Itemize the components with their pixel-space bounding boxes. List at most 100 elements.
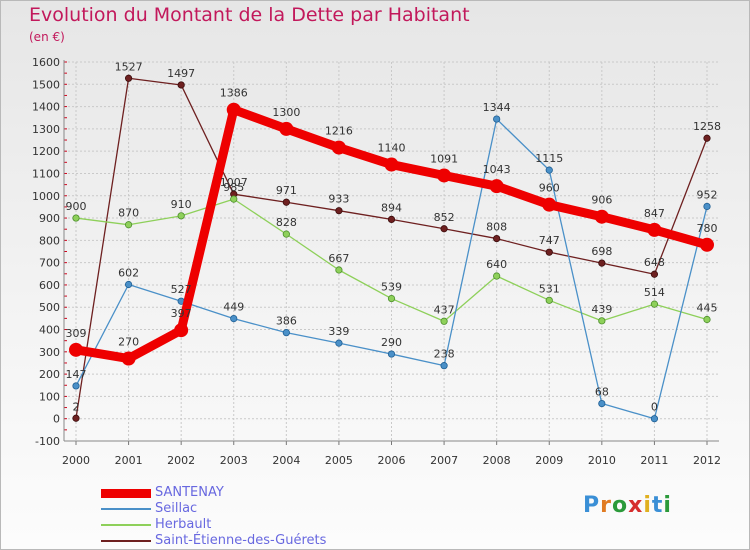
x-tick-label: 2006 — [378, 454, 406, 467]
data-point — [69, 342, 83, 357]
y-tick-label: 100 — [39, 390, 60, 403]
data-label: 386 — [276, 315, 297, 328]
legend-swatch — [101, 488, 151, 498]
data-label: 147 — [66, 368, 87, 381]
data-point — [493, 272, 501, 280]
data-label: 1091 — [430, 152, 458, 165]
data-point — [598, 259, 606, 267]
x-tick-label: 2004 — [272, 454, 300, 467]
data-point — [598, 317, 606, 325]
x-tick-label: 2005 — [325, 454, 353, 467]
data-label: 1497 — [167, 67, 195, 80]
data-point — [545, 296, 553, 304]
data-point — [279, 121, 294, 136]
data-point — [440, 362, 448, 370]
data-label: 698 — [591, 245, 612, 258]
data-label: 1258 — [693, 120, 721, 133]
data-point — [124, 221, 133, 229]
data-label: 290 — [381, 336, 402, 349]
legend-swatch — [101, 540, 151, 542]
data-point — [594, 209, 609, 224]
data-label: 1386 — [220, 87, 248, 100]
data-point — [384, 157, 399, 172]
data-point — [124, 74, 133, 82]
data-label: 0 — [651, 401, 658, 414]
legend: SANTENAY Seillac Herbault Saint-Étienne-des… — [101, 485, 401, 549]
data-point — [72, 214, 80, 222]
data-point — [440, 317, 448, 325]
x-tick-label: 2000 — [62, 454, 90, 467]
chart-subtitle: (en €) — [29, 30, 65, 44]
legend-swatch — [101, 508, 151, 510]
data-point — [335, 266, 343, 274]
data-label: 894 — [381, 201, 402, 214]
data-point — [282, 230, 290, 238]
y-tick-label: 1100 — [32, 167, 60, 180]
data-point — [493, 234, 501, 243]
data-label: 1140 — [378, 142, 406, 155]
data-label: 68 — [595, 386, 609, 399]
data-label: 1007 — [220, 176, 248, 189]
x-tick-label: 2001 — [115, 454, 143, 467]
data-label: 1216 — [325, 125, 353, 138]
data-point — [72, 382, 80, 390]
data-point — [121, 351, 136, 366]
data-point — [387, 294, 396, 303]
data-label: 527 — [171, 283, 192, 296]
data-point — [598, 399, 606, 408]
data-point — [335, 339, 343, 347]
data-label: 933 — [328, 193, 349, 206]
data-point — [493, 115, 501, 123]
legend-item: Saint-Étienne-des-Guérets — [101, 533, 401, 549]
data-point — [226, 102, 241, 117]
data-point — [177, 81, 185, 89]
x-tick-label: 2002 — [167, 454, 195, 467]
y-tick-label: 1600 — [32, 56, 60, 69]
y-tick-label: 1300 — [32, 123, 60, 136]
data-point — [177, 212, 185, 220]
legend-swatch — [101, 524, 151, 526]
data-label: 971 — [276, 184, 297, 197]
data-point — [542, 197, 557, 212]
data-label: 1300 — [272, 106, 300, 119]
legend-label: Herbault — [155, 517, 212, 532]
y-tick-label: 1000 — [32, 190, 60, 203]
data-point — [545, 166, 553, 174]
x-tick-label: 2012 — [693, 454, 721, 467]
data-label: 910 — [171, 198, 192, 211]
data-point — [489, 179, 504, 194]
data-label: 2 — [73, 400, 80, 413]
data-point — [72, 414, 80, 422]
data-label: 531 — [539, 282, 560, 295]
data-label: 870 — [118, 207, 139, 220]
y-tick-label: 600 — [39, 279, 60, 292]
y-tick-label: 900 — [39, 212, 60, 225]
x-tick-label: 2010 — [588, 454, 616, 467]
legend-label: Seillac — [155, 501, 198, 516]
x-tick-label: 2003 — [220, 454, 248, 467]
data-label: 514 — [644, 286, 665, 299]
y-tick-label: 1400 — [32, 101, 60, 114]
data-point — [650, 300, 659, 308]
data-label: 952 — [697, 188, 718, 201]
data-point — [124, 280, 133, 289]
data-label: 270 — [118, 336, 139, 349]
legend-item: Herbault — [101, 517, 401, 533]
data-point — [545, 248, 553, 256]
data-label: 847 — [644, 207, 665, 220]
data-label: 397 — [171, 307, 192, 320]
data-point — [387, 215, 396, 223]
y-tick-label: 500 — [39, 301, 60, 314]
data-label: 1527 — [115, 60, 143, 73]
data-point — [650, 270, 659, 278]
y-tick-label: 800 — [39, 234, 60, 247]
legend-item: Seillac — [101, 501, 401, 517]
data-point — [230, 195, 238, 203]
data-point — [230, 315, 238, 323]
data-point — [647, 222, 662, 237]
data-label: 449 — [223, 301, 244, 314]
data-label: 852 — [434, 211, 455, 224]
data-point — [700, 237, 714, 252]
data-point — [331, 140, 346, 155]
